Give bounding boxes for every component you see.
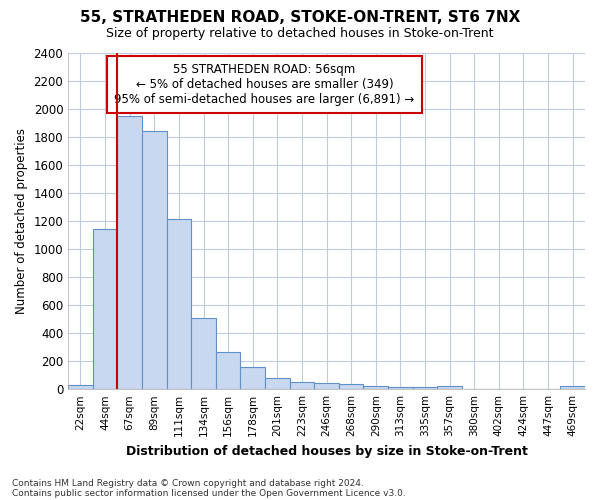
Bar: [216, 352, 241, 389]
Text: Size of property relative to detached houses in Stoke-on-Trent: Size of property relative to detached ho…: [106, 28, 494, 40]
Bar: [388, 386, 413, 389]
Bar: [560, 386, 585, 389]
Bar: [142, 131, 167, 389]
Bar: [68, 385, 93, 389]
Bar: [191, 318, 216, 389]
Bar: [437, 386, 462, 389]
Text: Contains public sector information licensed under the Open Government Licence v3: Contains public sector information licen…: [12, 488, 406, 498]
Text: 55, STRATHEDEN ROAD, STOKE-ON-TRENT, ST6 7NX: 55, STRATHEDEN ROAD, STOKE-ON-TRENT, ST6…: [80, 10, 520, 25]
Text: 55 STRATHEDEN ROAD: 56sqm
← 5% of detached houses are smaller (349)
95% of semi-: 55 STRATHEDEN ROAD: 56sqm ← 5% of detach…: [115, 62, 415, 106]
Y-axis label: Number of detached properties: Number of detached properties: [15, 128, 28, 314]
Bar: [93, 228, 118, 389]
X-axis label: Distribution of detached houses by size in Stoke-on-Trent: Distribution of detached houses by size …: [125, 444, 527, 458]
Bar: [364, 386, 388, 389]
Bar: [339, 384, 364, 389]
Bar: [167, 220, 191, 389]
Bar: [314, 383, 339, 389]
Bar: [118, 116, 142, 389]
Bar: [290, 382, 314, 389]
Bar: [265, 378, 290, 389]
Bar: [413, 388, 437, 389]
Bar: [241, 368, 265, 389]
Text: Contains HM Land Registry data © Crown copyright and database right 2024.: Contains HM Land Registry data © Crown c…: [12, 478, 364, 488]
